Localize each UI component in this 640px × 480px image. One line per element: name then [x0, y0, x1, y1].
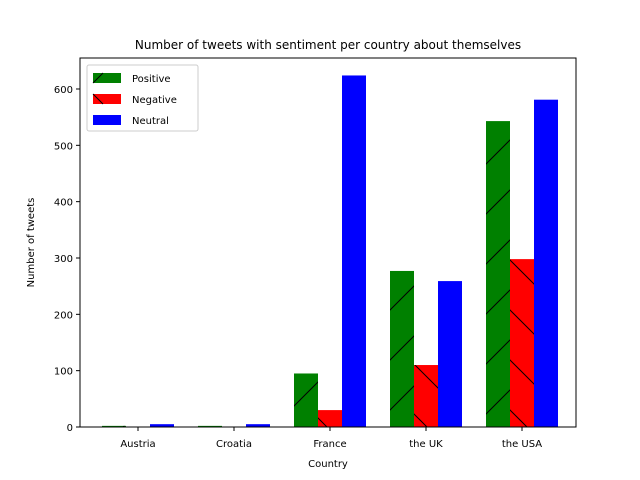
y-tick-label: 200 [54, 310, 73, 321]
bar-neutral-the-usa [534, 99, 558, 428]
plot-frame [79, 57, 577, 428]
legend-hatch-negative [92, 93, 104, 105]
legend-swatch-positive [93, 73, 121, 83]
legend-swatch-neutral [93, 115, 121, 125]
legend: Positive Negative Neutral [86, 64, 199, 132]
y-tick-label: 100 [54, 367, 73, 378]
y-tick-label: 0 [67, 423, 73, 434]
bar-neutral-the-uk [438, 281, 462, 427]
y-tick-label: 600 [54, 85, 73, 96]
y-tick-label: 400 [54, 198, 73, 209]
bar-hatch-positive-austria [102, 425, 126, 427]
bar-hatch-positive-the-uk [390, 270, 414, 427]
bar-hatch-negative-the-uk [414, 365, 438, 427]
x-axis-label: Country [308, 459, 348, 470]
bar-neutral-austria [150, 424, 174, 427]
x-tick-label: Croatia [216, 439, 252, 450]
bar-neutral-france [342, 75, 366, 428]
bar-neutral-croatia [246, 424, 270, 427]
bar-hatch-positive-the-usa [486, 121, 510, 427]
x-tick-label: Austria [120, 439, 155, 450]
x-tick-label: the USA [502, 439, 542, 450]
x-tick-label: the UK [409, 439, 443, 450]
bar-hatch-positive-france [294, 373, 318, 427]
legend-swatch-negative [93, 94, 121, 104]
bar-hatch-negative-the-usa [510, 259, 534, 427]
bars-group [102, 75, 558, 428]
legend-label-positive: Positive [132, 74, 171, 85]
x-tick-label: France [313, 439, 346, 450]
y-tick-label: 300 [54, 254, 73, 265]
bar-hatch-positive-croatia [198, 425, 222, 427]
legend-label-negative: Negative [132, 95, 177, 106]
y-axis-label: Number of tweets [26, 198, 37, 288]
x-axis-ticks: Austria Croatia France the UK the USA [120, 427, 542, 450]
chart-title: Number of tweets with sentiment per coun… [135, 38, 521, 52]
y-tick-label: 500 [54, 141, 73, 152]
bar-hatch-negative-france [318, 410, 342, 427]
legend-hatch-positive [92, 72, 104, 84]
legend-label-neutral: Neutral [132, 116, 169, 127]
y-axis-ticks: 0 100 200 300 400 500 600 [54, 85, 80, 434]
